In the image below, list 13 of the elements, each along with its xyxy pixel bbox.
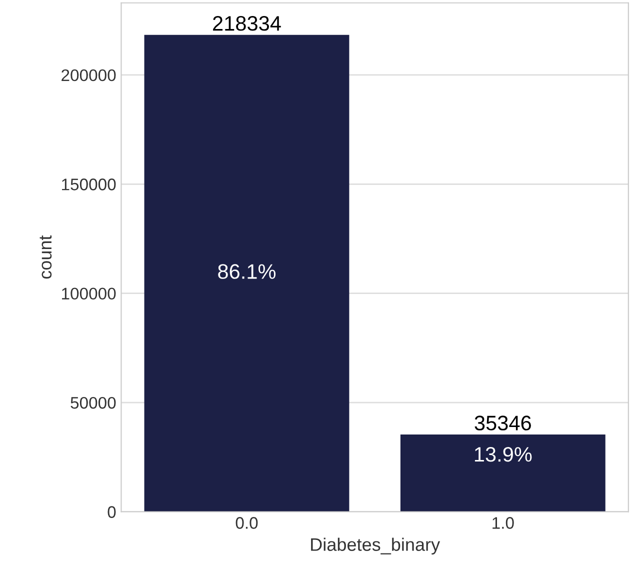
x-axis-title: Diabetes_binary (311, 538, 440, 555)
y-tick-label: 100000 (62, 288, 116, 300)
y-axis-title: count (40, 235, 52, 279)
annotation: 13.9% (474, 447, 532, 462)
data-label: 218334 (213, 16, 281, 31)
annotation: 86.1% (218, 264, 276, 279)
y-tick-label: 200000 (62, 69, 116, 82)
x-tick-label: 0.0 (236, 517, 258, 529)
y-tick-label: 0 (108, 506, 116, 518)
y-tick-label: 50000 (70, 396, 116, 409)
y-tick-label: 150000 (62, 178, 116, 190)
x-tick-label: 1.0 (492, 517, 514, 529)
data-label: 35346 (474, 416, 531, 430)
